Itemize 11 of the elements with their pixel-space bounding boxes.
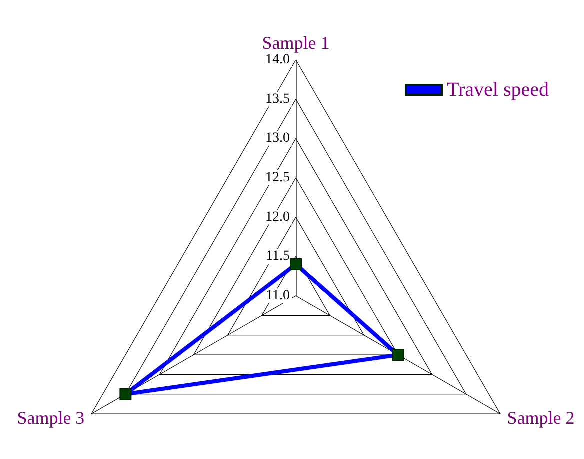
spoke-label: Sample 1	[262, 33, 330, 53]
y-tick-label: 14.0	[266, 52, 290, 68]
y-tick-label: 12.5	[266, 170, 290, 186]
legend-label: Travel speed	[446, 79, 550, 101]
spoke-label: Sample 3	[17, 408, 85, 428]
spoke-label: Sample 2	[507, 408, 575, 428]
y-tick-label: 12.0	[266, 210, 290, 225]
y-tick-label: 13.0	[266, 131, 290, 146]
y-tick-label: 11.5	[266, 249, 290, 264]
y-tick-label: 13.5	[266, 92, 290, 107]
y-tick-label: 11.0	[266, 288, 290, 304]
